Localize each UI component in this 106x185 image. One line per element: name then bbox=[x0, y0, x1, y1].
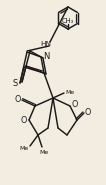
Text: O: O bbox=[21, 115, 27, 125]
Text: O: O bbox=[85, 107, 91, 117]
Text: N: N bbox=[43, 51, 49, 60]
Text: CH₃: CH₃ bbox=[62, 18, 74, 23]
Text: O: O bbox=[72, 100, 78, 108]
Text: Me: Me bbox=[65, 90, 74, 95]
Text: S: S bbox=[12, 78, 18, 88]
Text: HN: HN bbox=[40, 41, 52, 47]
Text: Me: Me bbox=[39, 149, 49, 154]
Text: O: O bbox=[15, 95, 21, 103]
Text: Me: Me bbox=[19, 145, 29, 151]
